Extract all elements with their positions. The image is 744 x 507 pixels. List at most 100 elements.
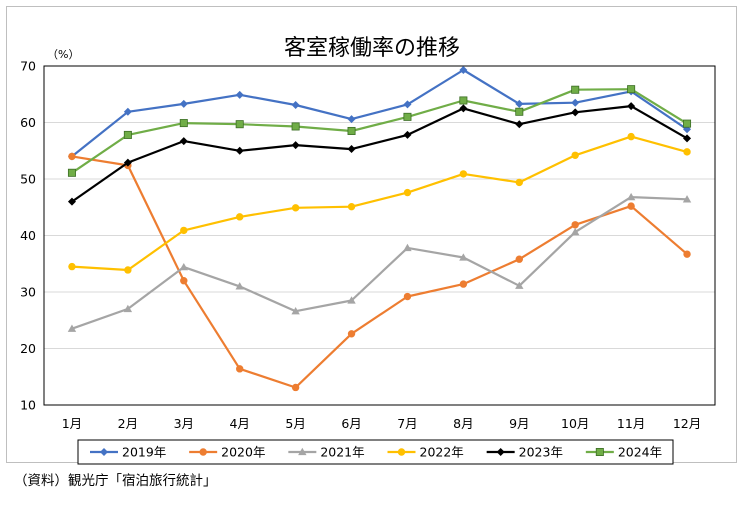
y-unit-label: （%）	[47, 48, 79, 61]
plot-area-border	[43, 65, 716, 406]
data-point	[403, 292, 412, 301]
data-point	[627, 102, 636, 111]
data-point	[291, 383, 300, 392]
data-point	[627, 85, 636, 94]
legend-label: 2022年	[420, 445, 464, 460]
data-point	[291, 307, 300, 315]
data-point	[236, 213, 244, 221]
series-line-2021年	[71, 196, 688, 330]
data-point	[515, 107, 524, 116]
data-point	[459, 280, 468, 288]
legend-box	[77, 439, 674, 465]
source-note: （資料）観光庁「宿泊旅行統計」	[14, 473, 217, 489]
chart-frame	[6, 6, 737, 463]
data-point	[459, 96, 468, 105]
y-tick-label: 40	[20, 228, 36, 243]
data-point	[683, 148, 691, 156]
data-point	[180, 226, 188, 235]
data-point	[123, 130, 132, 139]
x-tick-label: 10月	[561, 416, 589, 431]
y-tick-label: 30	[20, 285, 36, 300]
data-point	[515, 178, 523, 187]
legend-label: 2023年	[519, 445, 563, 460]
data-point	[235, 90, 244, 99]
data-point	[291, 141, 300, 150]
data-point	[67, 324, 77, 332]
data-point	[571, 151, 579, 159]
data-point	[571, 227, 580, 236]
data-point	[68, 262, 76, 271]
x-tick-label: 11月	[617, 416, 645, 431]
data-point	[403, 112, 412, 121]
data-point	[403, 130, 412, 139]
y-tick-label: 50	[20, 172, 36, 187]
y-tick-label: 70	[20, 59, 36, 74]
data-point	[515, 281, 524, 289]
x-tick-label: 8月	[453, 416, 473, 431]
legend-label: 2021年	[320, 445, 364, 460]
data-point	[683, 119, 692, 128]
x-tick-label: 6月	[341, 416, 361, 431]
data-point	[571, 221, 579, 229]
data-point	[123, 158, 132, 167]
data-point	[347, 145, 356, 154]
data-point	[459, 65, 468, 74]
data-point	[347, 115, 356, 124]
data-point	[515, 99, 524, 108]
x-tick-label: 12月	[673, 416, 701, 431]
y-tick-label: 10	[20, 398, 36, 413]
data-point	[459, 253, 468, 261]
data-point	[347, 330, 356, 338]
x-tick-label: 7月	[397, 416, 417, 431]
series-line-2023年	[71, 104, 688, 203]
data-point	[67, 197, 76, 206]
legend-marker	[199, 448, 207, 456]
data-point	[235, 146, 244, 155]
data-point	[291, 100, 300, 109]
series-line-2022年	[71, 135, 688, 272]
series-line-2019年	[71, 68, 688, 158]
data-point	[682, 195, 692, 203]
series-line-2024年	[71, 88, 688, 174]
legend-label: 2020年	[221, 445, 265, 460]
data-point	[627, 202, 635, 210]
data-point	[123, 107, 132, 116]
data-point	[67, 168, 76, 177]
data-point	[683, 250, 691, 258]
data-point	[626, 192, 636, 201]
data-point	[347, 126, 356, 135]
data-point	[235, 120, 244, 129]
data-point	[571, 85, 580, 94]
data-point	[347, 296, 356, 304]
data-point	[236, 365, 244, 373]
data-point	[124, 266, 132, 274]
chart-title: 客室稼働率の推移	[283, 36, 460, 61]
data-point	[179, 137, 188, 146]
x-tick-label: 1月	[62, 416, 82, 431]
data-point	[180, 277, 188, 285]
legend-marker	[595, 447, 604, 456]
data-point	[179, 99, 188, 108]
x-tick-label: 9月	[509, 416, 529, 431]
data-point	[291, 122, 300, 131]
data-point	[403, 188, 412, 197]
y-tick-label: 20	[20, 341, 36, 356]
data-point	[459, 104, 468, 113]
data-point	[403, 243, 412, 252]
data-point	[347, 202, 356, 211]
data-point	[571, 98, 580, 107]
data-point	[68, 152, 76, 161]
data-point	[291, 204, 300, 212]
data-point	[571, 108, 580, 117]
legend-label: 2024年	[618, 445, 662, 460]
data-point	[123, 304, 133, 313]
data-point	[515, 120, 524, 129]
data-point	[179, 262, 188, 271]
x-tick-label: 2月	[118, 416, 138, 431]
legend-marker	[496, 448, 505, 456]
data-point	[235, 282, 244, 290]
data-point	[403, 100, 412, 109]
data-point	[683, 134, 692, 143]
x-tick-label: 4月	[229, 416, 249, 431]
data-point	[515, 255, 523, 263]
